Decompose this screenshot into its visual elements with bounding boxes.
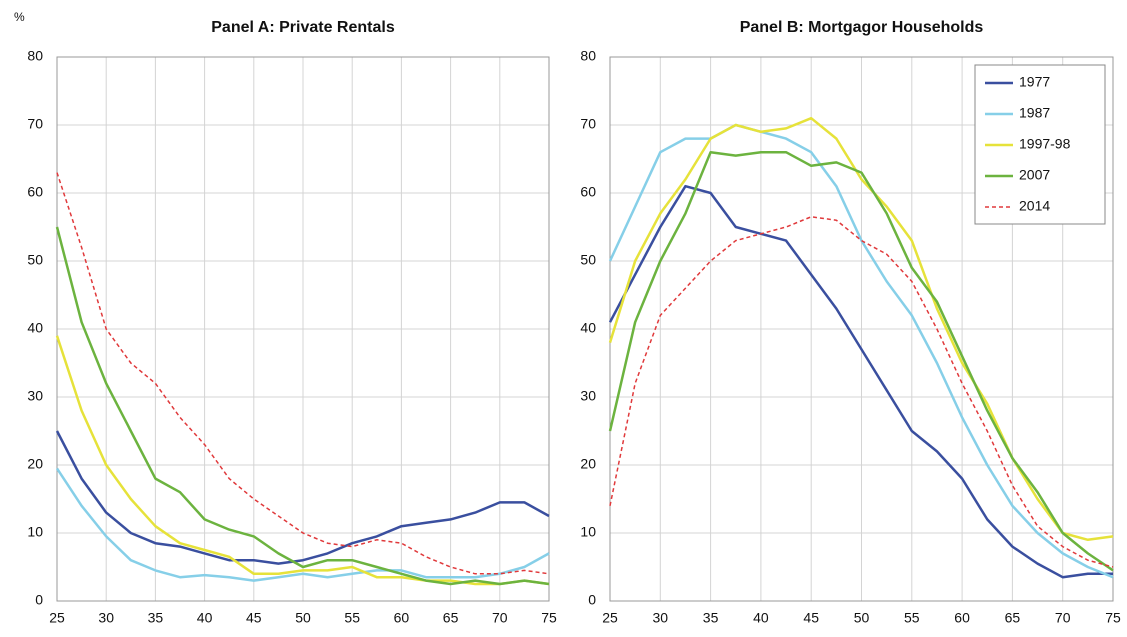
y-tick-label: 10: [27, 524, 43, 540]
x-tick-label: 50: [295, 610, 311, 626]
y-tick-label: 50: [27, 252, 43, 268]
x-tick-label: 75: [541, 610, 557, 626]
series-line: [608, 116, 1114, 542]
x-tick-label: 45: [246, 610, 262, 626]
x-tick-label: 50: [854, 610, 870, 626]
y-tick-label: 80: [580, 48, 596, 64]
x-tick-label: 35: [703, 610, 719, 626]
series-line: [608, 150, 1114, 572]
y-tick-label: 0: [588, 592, 596, 608]
chart-title: Panel A: Private Rentals: [211, 19, 395, 36]
y-tick-label: 50: [580, 252, 596, 268]
series-line: [608, 184, 1113, 579]
y-tick-label: 40: [580, 320, 596, 336]
y-tick-label: 60: [580, 184, 596, 200]
y-axis-label: %: [14, 10, 25, 24]
chart-title: Panel B: Mortgagor Households: [740, 19, 984, 36]
y-tick-label: 10: [580, 524, 596, 540]
x-tick-label: 70: [1055, 610, 1071, 626]
legend-label: 2014: [1019, 198, 1050, 214]
x-tick-label: 40: [197, 610, 213, 626]
x-tick-label: 30: [98, 610, 114, 626]
x-tick-label: 70: [492, 610, 508, 626]
y-tick-label: 20: [580, 456, 596, 472]
series-line: [608, 123, 1114, 579]
series-line: [55, 430, 550, 565]
legend-label: 1987: [1019, 105, 1050, 121]
x-tick-label: 55: [344, 610, 360, 626]
x-tick-label: 40: [753, 610, 769, 626]
x-tick-label: 60: [954, 610, 970, 626]
x-tick-label: 25: [49, 610, 65, 626]
series-line: [55, 467, 550, 582]
plot-frame: [56, 56, 550, 602]
x-tick-label: 60: [394, 610, 410, 626]
series-line: [55, 226, 550, 586]
series-line: [609, 216, 1114, 568]
y-tick-label: 30: [27, 388, 43, 404]
y-tick-label: 20: [27, 456, 43, 472]
y-tick-label: 0: [35, 592, 43, 608]
legend-label: 1997-98: [1019, 136, 1071, 152]
x-tick-label: 75: [1105, 610, 1121, 626]
legend-label: 1977: [1019, 74, 1050, 90]
y-tick-label: 70: [27, 116, 43, 132]
y-tick-label: 60: [27, 184, 43, 200]
x-tick-label: 65: [443, 610, 459, 626]
y-tick-label: 30: [580, 388, 596, 404]
legend-label: 2007: [1019, 167, 1050, 183]
plot-frame: [609, 56, 1114, 602]
x-tick-label: 55: [904, 610, 920, 626]
y-tick-label: 40: [27, 320, 43, 336]
x-tick-label: 35: [148, 610, 164, 626]
y-tick-label: 70: [580, 116, 596, 132]
y-tick-label: 80: [27, 48, 43, 64]
x-tick-label: 45: [803, 610, 819, 626]
x-tick-label: 65: [1005, 610, 1021, 626]
x-tick-label: 25: [602, 610, 618, 626]
series-line: [56, 172, 550, 575]
x-tick-label: 30: [653, 610, 669, 626]
